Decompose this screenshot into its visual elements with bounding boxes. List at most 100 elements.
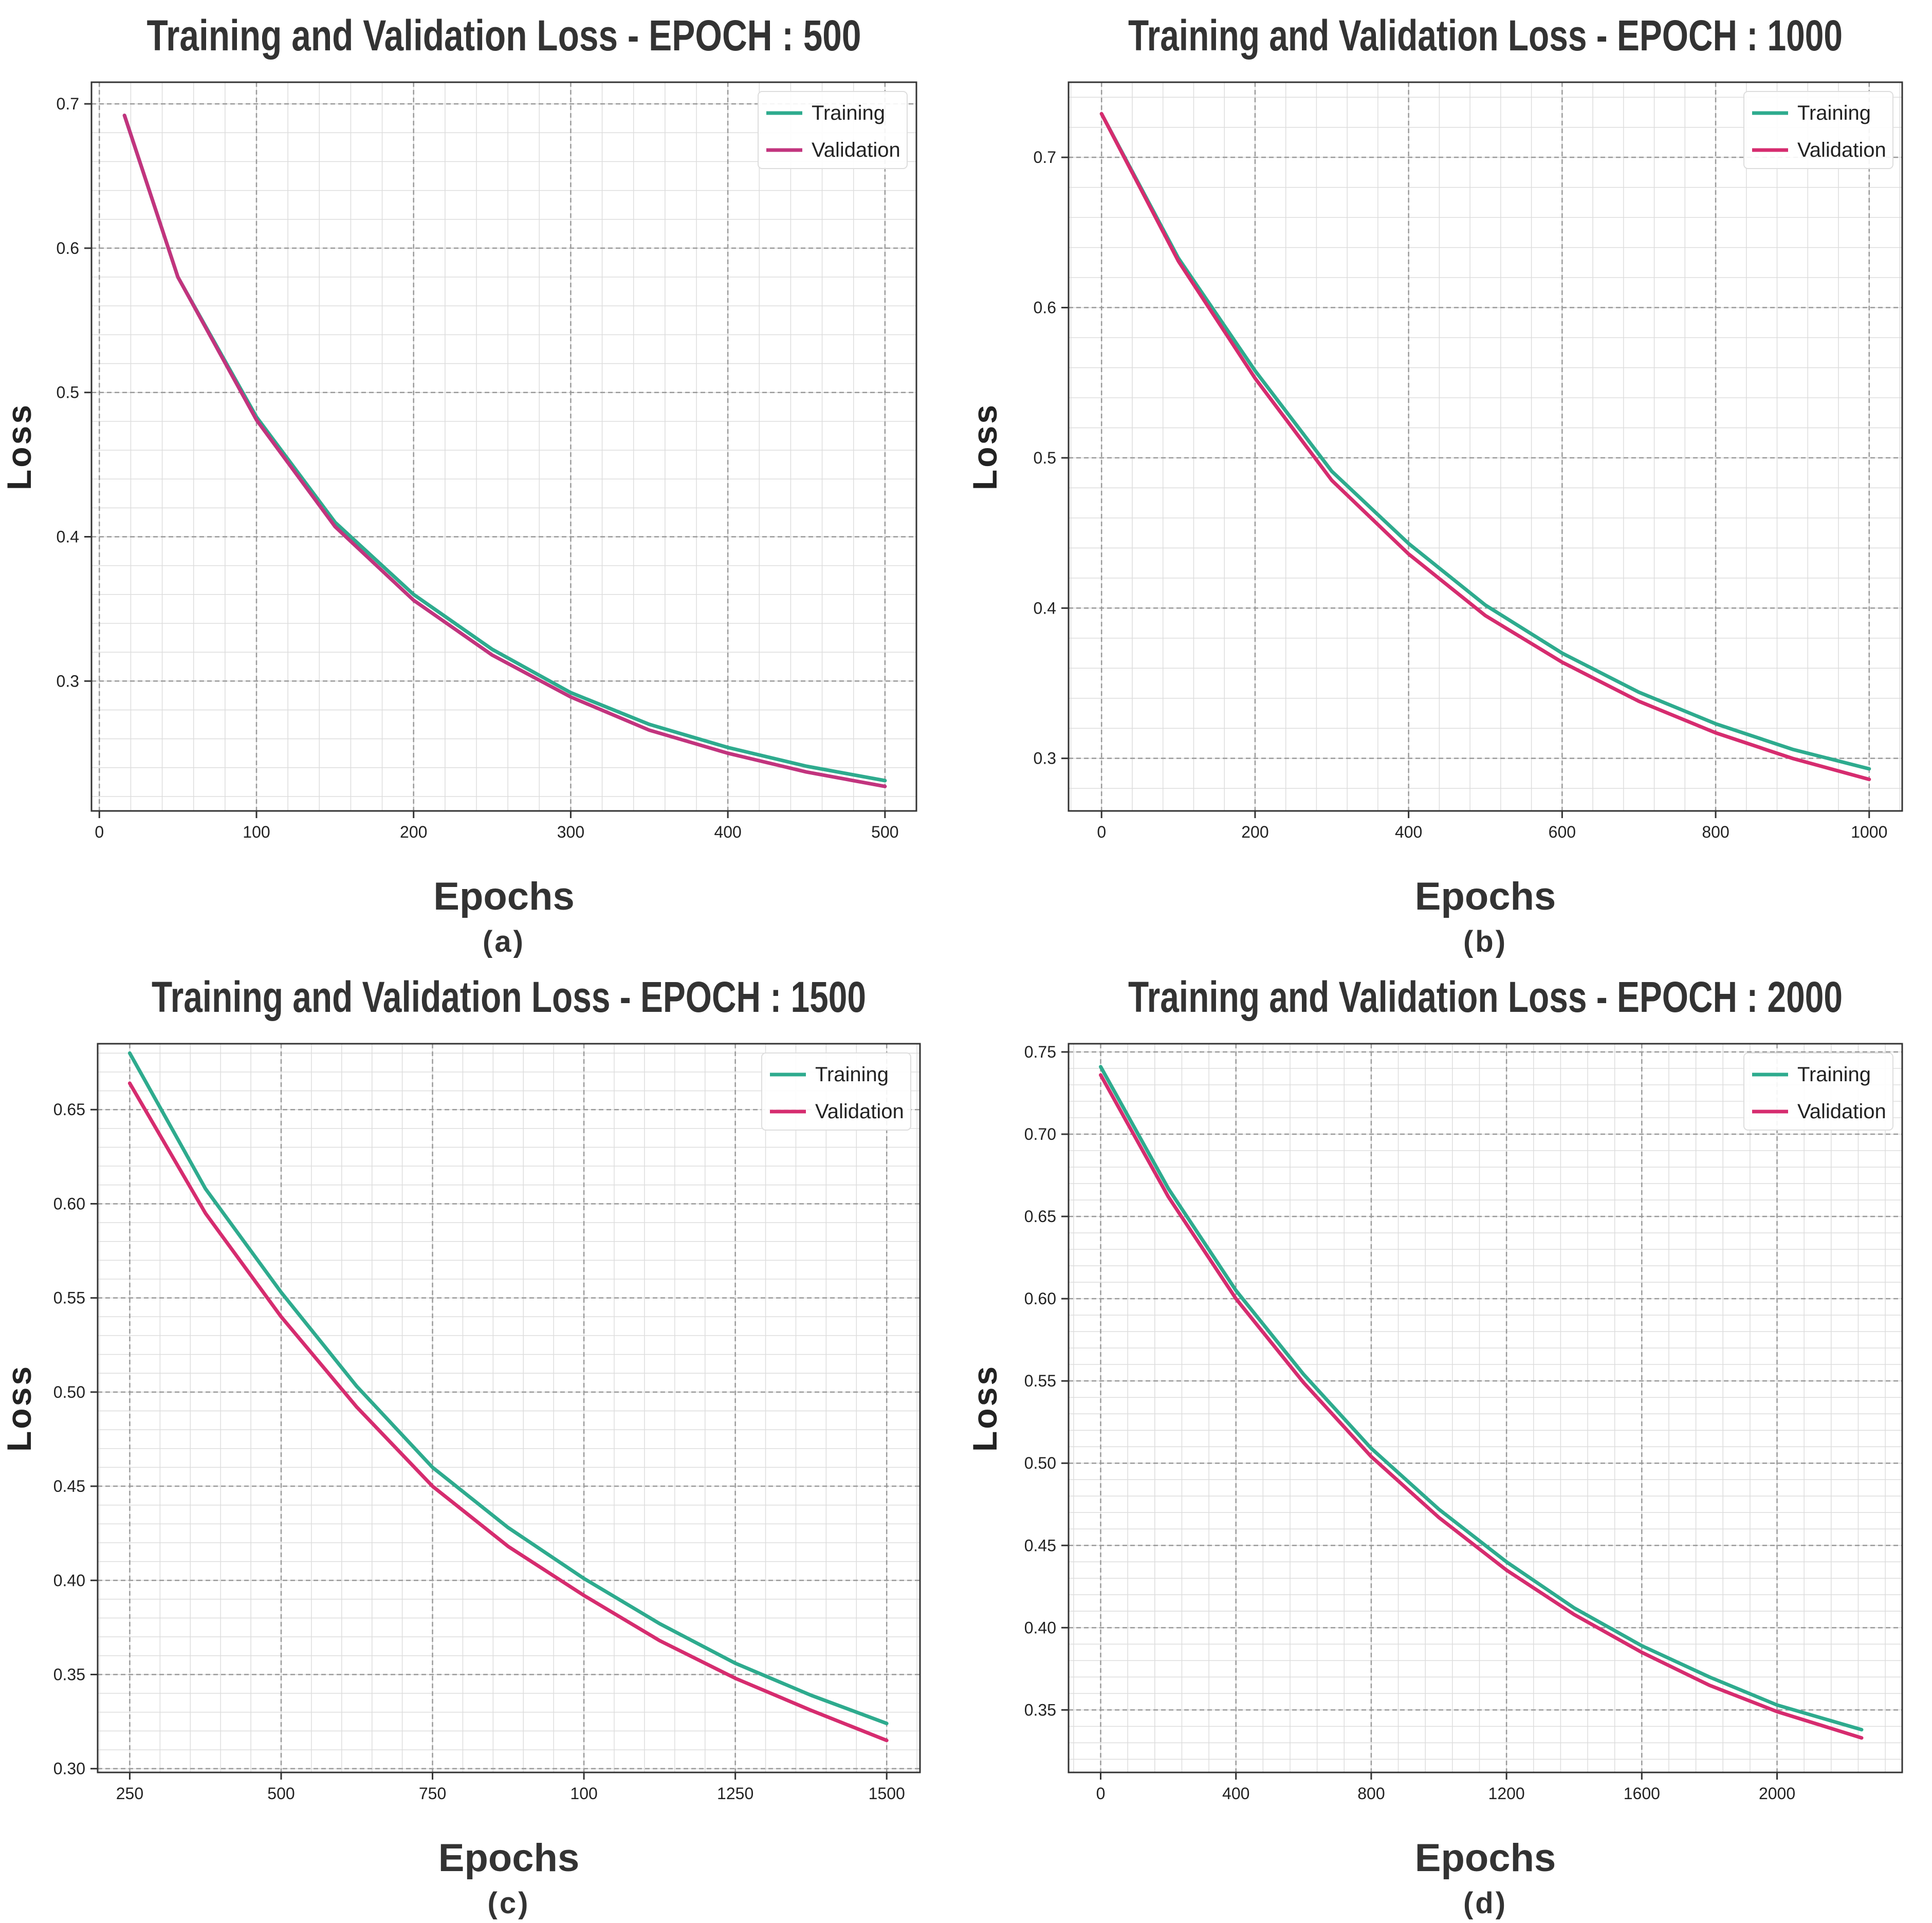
legend-label-training: Training (815, 1063, 889, 1086)
x-tick-label: 100 (570, 1784, 597, 1803)
legend-label-validation: Validation (1797, 1100, 1886, 1123)
x-tick-label: 400 (1222, 1784, 1249, 1803)
series-line-validation (1099, 112, 1871, 782)
chart-title: Training and Validation Loss - EPOCH : 5… (147, 11, 861, 60)
x-tick-label: 0 (1097, 823, 1106, 841)
legend-label-training: Training (1797, 1063, 1871, 1086)
legend: Training Validation (1743, 1052, 1893, 1131)
plot-area (1069, 1044, 1902, 1772)
chart-svg-d: 0 400 800 1200 1600 2000 0.35 0.40 0.45 0.50 0.55 0… (966, 973, 1903, 1920)
y-tick-label: 0.6 (57, 239, 79, 257)
y-axis-label: Loss (0, 403, 38, 490)
legend-label-training: Training (1797, 102, 1871, 124)
y-tick-label: 0.65 (53, 1100, 85, 1119)
y-tick-label: 0.75 (1024, 1043, 1056, 1061)
chart-svg-c: 250 500 750 100 1250 1500 0.30 0.35 0.40 0.45 0.50… (0, 973, 921, 1920)
chart-panel-c: 250 500 750 100 1250 1500 0.30 0.35 0.40 0.45 0.50… (0, 962, 966, 1923)
x-tick-label: 400 (714, 823, 741, 841)
major-grid (1069, 1044, 1902, 1772)
x-tick-label: 1250 (717, 1784, 753, 1803)
y-tick-label: 0.50 (53, 1383, 85, 1401)
legend: Training Validation (761, 1052, 911, 1131)
x-axis-label: Epochs (1415, 1836, 1556, 1880)
panel-label: (d) (1463, 1887, 1507, 1920)
x-tick-label: 1200 (1488, 1784, 1525, 1803)
y-axis-label: Loss (0, 1364, 38, 1452)
y-axis-label: Loss (966, 403, 1004, 490)
y-tick-label: 0.4 (1034, 599, 1056, 617)
series-line-validation (127, 1081, 889, 1743)
chart-svg-b: 0 200 400 600 800 1000 0.3 0.4 0.5 0.6 0.7 Training… (966, 11, 1903, 958)
panel-label: (c) (488, 1887, 530, 1920)
y-tick-label: 0.45 (1024, 1536, 1056, 1555)
plot-area (98, 1044, 920, 1772)
axes-frame (1068, 1043, 1903, 1773)
legend: Training Validation (758, 91, 908, 169)
x-tick-label: 400 (1395, 823, 1422, 841)
minor-grid (98, 1044, 920, 1772)
y-tick-label: 0.40 (1024, 1618, 1056, 1637)
x-tick-label: 200 (1241, 823, 1268, 841)
axes-frame (97, 1043, 921, 1773)
y-tick-label: 0.50 (1024, 1454, 1056, 1472)
axes-frame (90, 81, 917, 812)
axes-frame (1068, 81, 1903, 812)
y-tick-label: 0.55 (53, 1289, 85, 1307)
x-tick-label: 250 (116, 1784, 143, 1803)
x-tick-label: 500 (871, 823, 898, 841)
y-tick-label: 0.7 (57, 95, 79, 113)
y-tick-label: 0.45 (53, 1477, 85, 1495)
panel-label: (a) (483, 925, 525, 958)
y-tick-label: 0.4 (57, 527, 79, 546)
x-tick-label: 800 (1357, 1784, 1385, 1803)
x-tick-label: 1000 (1851, 823, 1887, 841)
y-axis-label: Loss (966, 1364, 1004, 1452)
chart-title: Training and Validation Loss - EPOCH : 1… (152, 973, 866, 1021)
major-grid (98, 1044, 920, 1772)
x-tick-label: 300 (557, 823, 584, 841)
y-tick-label: 0.55 (1024, 1372, 1056, 1390)
chart-panel-d: 0 400 800 1200 1600 2000 0.35 0.40 0.45 0.50 0.55 0… (966, 962, 1932, 1923)
series-line-training (127, 1051, 889, 1726)
chart-title: Training and Validation Loss - EPOCH : 2… (1128, 973, 1843, 1021)
y-tick-label: 0.60 (53, 1194, 85, 1213)
x-axis-label: Epochs (438, 1836, 580, 1880)
x-tick-label: 0 (1096, 1784, 1106, 1803)
series-line-validation (1099, 1073, 1864, 1740)
y-tick-label: 0.3 (1034, 749, 1056, 768)
y-tick-label: 0.65 (1024, 1207, 1056, 1226)
plot-area (1069, 82, 1902, 811)
plot-area (91, 82, 916, 811)
x-tick-label: 100 (243, 823, 270, 841)
legend-label-validation: Validation (1797, 139, 1886, 161)
x-tick-label: 500 (267, 1784, 295, 1803)
y-tick-label: 0.35 (53, 1665, 85, 1684)
x-tick-label: 0 (95, 823, 104, 841)
legend: Training Validation (1743, 91, 1893, 169)
y-tick-label: 0.30 (53, 1760, 85, 1778)
x-axis-label: Epochs (1415, 875, 1556, 918)
x-tick-label: 1500 (869, 1784, 905, 1803)
major-grid (91, 82, 916, 811)
y-tick-label: 0.70 (1024, 1125, 1056, 1143)
legend-label-validation: Validation (815, 1100, 904, 1123)
x-tick-label: 750 (419, 1784, 446, 1803)
legend-label-validation: Validation (812, 139, 900, 161)
chart-svg-a: 0 100 200 300 400 500 0.3 0.4 0.5 0.6 0.7 Training … (0, 11, 917, 958)
y-tick-label: 0.60 (1024, 1289, 1056, 1308)
y-tick-label: 0.40 (53, 1571, 85, 1589)
chart-panel-a: 0 100 200 300 400 500 0.3 0.4 0.5 0.6 0.7 Training … (0, 0, 966, 962)
x-tick-label: 800 (1702, 823, 1729, 841)
y-tick-label: 0.7 (1034, 148, 1056, 167)
x-tick-label: 1600 (1624, 1784, 1660, 1803)
x-tick-label: 600 (1549, 823, 1576, 841)
y-tick-label: 0.3 (57, 672, 79, 690)
legend-label-training: Training (812, 102, 885, 124)
series-line-training (1099, 1065, 1864, 1732)
x-axis-label: Epochs (433, 875, 575, 918)
x-tick-label: 2000 (1759, 1784, 1795, 1803)
y-tick-label: 0.5 (57, 383, 79, 402)
chart-title: Training and Validation Loss - EPOCH : 1… (1128, 11, 1843, 60)
panel-label: (b) (1463, 925, 1507, 958)
x-tick-label: 200 (400, 823, 427, 841)
